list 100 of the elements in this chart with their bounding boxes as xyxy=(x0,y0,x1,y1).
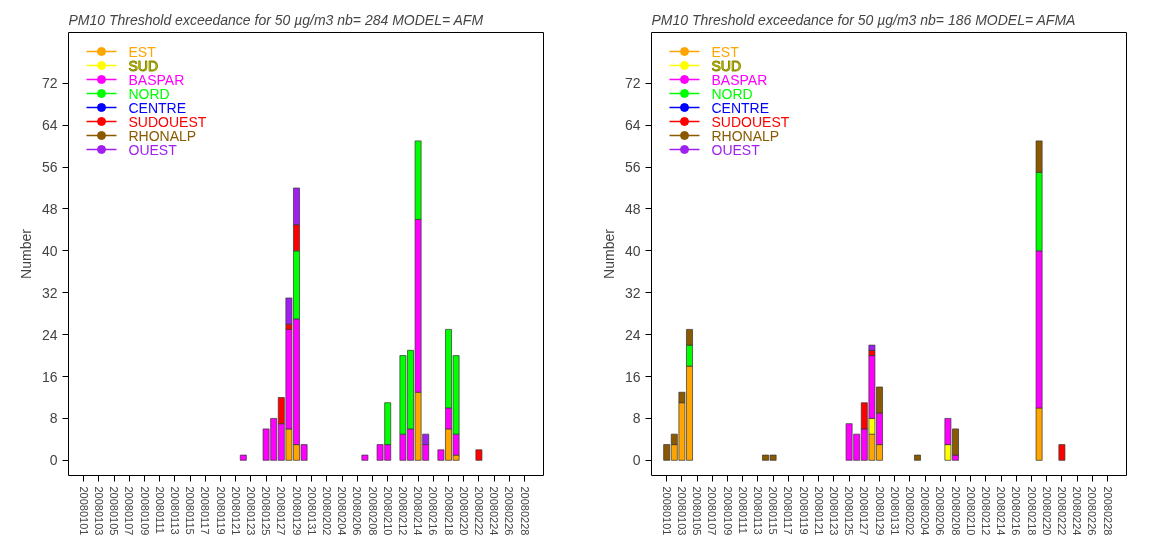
bar xyxy=(914,454,921,461)
bar xyxy=(475,449,483,461)
x-tick-label: 20080214 xyxy=(995,486,1008,536)
x-tick-label: 20080220 xyxy=(457,486,470,536)
x-tick-label: 20080206 xyxy=(934,486,947,536)
x-tick-label: 20080109 xyxy=(138,486,151,536)
legend-label: SUDOUEST xyxy=(128,113,207,130)
y-tick-label: 64 xyxy=(624,117,641,134)
x-tick-label: 20080103 xyxy=(675,486,688,536)
legend-label: RHONALP xyxy=(711,127,780,144)
x-tick-label: 20080123 xyxy=(827,486,840,536)
x-tick-label: 20080105 xyxy=(108,486,121,536)
y-tick-label: 32 xyxy=(41,284,58,301)
y-tick-label: 56 xyxy=(41,159,58,176)
legend-label: EST xyxy=(128,43,157,60)
y-tick-label: 0 xyxy=(49,452,58,469)
legend-label: OUEST xyxy=(711,141,761,158)
y-tick-label: 16 xyxy=(624,368,641,385)
legend-label: CENTRE xyxy=(128,99,187,116)
y-tick-label: 72 xyxy=(624,75,641,92)
x-tick-label: 20080111 xyxy=(153,486,166,534)
x-tick-label: 20080129 xyxy=(873,486,886,536)
x-tick-label: 20080117 xyxy=(199,486,212,535)
x-tick-label: 20080212 xyxy=(979,486,992,536)
y-tick-label: 56 xyxy=(624,159,641,176)
x-tick-label: 20080101 xyxy=(660,486,673,536)
x-tick-label: 20080228 xyxy=(518,486,531,536)
x-tick-label: 20080206 xyxy=(351,486,364,536)
bar xyxy=(361,454,369,461)
x-tick-label: 20080212 xyxy=(396,486,409,536)
x-tick-label: 20080107 xyxy=(706,486,719,536)
x-tick-label: 20080222 xyxy=(1055,486,1068,536)
x-tick-label: 20080121 xyxy=(812,486,825,536)
x-tick-label: 20080119 xyxy=(797,486,810,535)
legend-label: OUEST xyxy=(128,141,178,158)
x-tick-label: 20080109 xyxy=(721,486,734,536)
x-tick-label: 20080107 xyxy=(123,486,136,536)
y-tick-label: 40 xyxy=(41,242,58,259)
y-tick-label: 0 xyxy=(632,452,641,469)
x-tick-label: 20080226 xyxy=(1086,486,1099,536)
x-tick-label: 20080208 xyxy=(949,486,962,536)
legend-label: SUD xyxy=(128,57,159,74)
x-tick-label: 20080113 xyxy=(751,486,764,535)
legend-label: BASPAR xyxy=(711,71,768,88)
x-tick-label: 20080208 xyxy=(366,486,379,536)
x-tick-label: 20080121 xyxy=(229,486,242,536)
y-axis-title: Number xyxy=(17,228,34,279)
x-tick-label: 20080115 xyxy=(767,486,780,535)
x-tick-label: 20080131 xyxy=(888,486,901,536)
y-tick-label: 40 xyxy=(624,242,641,259)
chart-title: PM10 Threshold exceedance for 50 µg/m3 nb= 284 MODEL= AFM xyxy=(68,11,484,28)
y-tick-label: 48 xyxy=(624,200,641,217)
x-tick-label: 20080123 xyxy=(244,486,257,536)
x-tick-label: 20080218 xyxy=(442,486,455,536)
x-tick-label: 20080224 xyxy=(1071,486,1084,536)
chart-title: PM10 Threshold exceedance for 50 µg/m3 nb= 186 MODEL= AFMA xyxy=(651,11,1076,28)
y-tick-label: 72 xyxy=(41,75,58,92)
bar xyxy=(239,454,247,461)
x-tick-label: 20080101 xyxy=(77,486,90,536)
x-tick-label: 20080216 xyxy=(1010,486,1023,536)
y-tick-label: 24 xyxy=(41,326,58,343)
legend-label: RHONALP xyxy=(128,127,197,144)
legend-label: SUD xyxy=(711,57,742,74)
x-tick-label: 20080125 xyxy=(843,486,856,536)
x-tick-label: 20080222 xyxy=(472,486,485,536)
y-tick-label: 48 xyxy=(41,200,58,217)
x-tick-label: 20080103 xyxy=(92,486,105,536)
x-tick-label: 20080210 xyxy=(381,486,394,536)
x-tick-label: 20080119 xyxy=(214,486,227,535)
x-tick-label: 20080105 xyxy=(691,486,704,536)
y-tick-label: 8 xyxy=(49,410,58,427)
legend-label: CENTRE xyxy=(711,99,770,116)
x-tick-label: 20080226 xyxy=(503,486,516,536)
x-tick-label: 20080117 xyxy=(782,486,795,535)
x-tick-label: 20080129 xyxy=(290,486,303,536)
x-tick-label: 20080204 xyxy=(919,486,932,536)
legend-label: EST xyxy=(711,43,740,60)
x-tick-label: 20080125 xyxy=(260,486,273,536)
x-tick-label: 20080224 xyxy=(488,486,501,536)
legend-label: BASPAR xyxy=(128,71,185,88)
y-tick-label: 16 xyxy=(41,368,58,385)
x-tick-label: 20080131 xyxy=(305,486,318,536)
x-tick-label: 20080210 xyxy=(964,486,977,536)
y-tick-label: 32 xyxy=(624,284,641,301)
y-tick-label: 24 xyxy=(624,326,641,343)
x-tick-label: 20080218 xyxy=(1025,486,1038,536)
x-tick-label: 20080113 xyxy=(168,486,181,535)
x-tick-label: 20080204 xyxy=(336,486,349,536)
x-tick-label: 20080202 xyxy=(903,486,916,536)
legend-label: NORD xyxy=(128,85,170,102)
x-tick-label: 20080127 xyxy=(858,486,871,536)
legend-label: SUDOUEST xyxy=(711,113,790,130)
x-tick-label: 20080127 xyxy=(275,486,288,536)
y-tick-label: 64 xyxy=(41,117,58,134)
x-tick-label: 20080111 xyxy=(736,486,749,534)
x-tick-label: 20080220 xyxy=(1040,486,1053,536)
bar xyxy=(1058,444,1066,461)
x-tick-label: 20080115 xyxy=(184,486,197,535)
y-axis-title: Number xyxy=(600,228,617,279)
x-tick-label: 20080228 xyxy=(1101,486,1114,536)
